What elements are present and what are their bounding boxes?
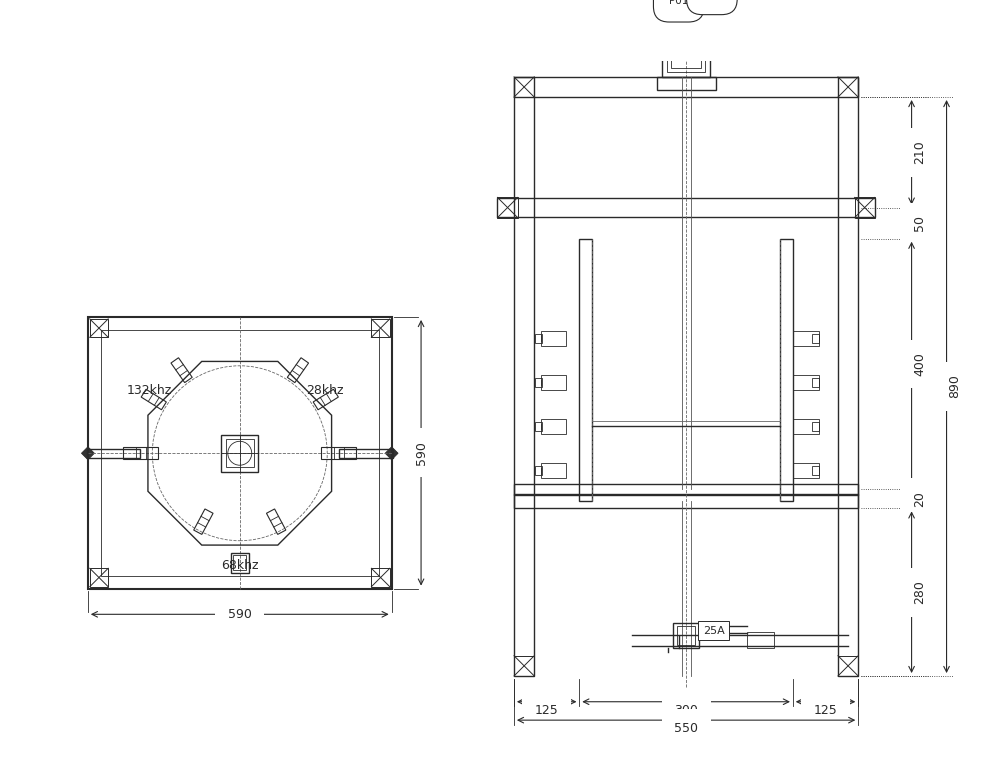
Bar <box>372 568 389 587</box>
Bar <box>673 0 699 31</box>
Bar <box>673 623 699 648</box>
Text: 590: 590 <box>414 441 427 465</box>
Bar <box>812 466 819 475</box>
Bar <box>514 77 534 97</box>
Bar <box>233 555 246 570</box>
Bar <box>535 333 542 343</box>
Bar <box>497 198 874 217</box>
Bar <box>793 331 819 346</box>
Bar <box>793 463 819 478</box>
Bar <box>838 77 859 676</box>
Bar <box>541 419 567 434</box>
Bar <box>226 439 254 467</box>
Polygon shape <box>82 447 95 460</box>
Bar <box>514 484 859 495</box>
Text: 125: 125 <box>814 703 838 717</box>
Bar <box>838 656 859 676</box>
Text: 125: 125 <box>535 703 559 717</box>
Text: 132khz: 132khz <box>126 384 172 397</box>
Bar <box>221 435 258 472</box>
Bar <box>812 422 819 431</box>
Bar <box>514 494 859 508</box>
Bar <box>541 375 567 389</box>
Bar <box>541 331 567 346</box>
Bar <box>535 422 542 431</box>
Bar <box>580 239 593 501</box>
Bar <box>514 77 534 676</box>
Bar <box>677 626 695 644</box>
Text: 590: 590 <box>228 607 252 621</box>
Bar <box>535 466 542 475</box>
Bar <box>88 317 391 588</box>
Bar <box>514 77 859 97</box>
Bar <box>90 319 109 337</box>
Polygon shape <box>385 447 398 460</box>
Bar <box>541 463 567 478</box>
Bar <box>855 197 874 217</box>
Bar <box>812 378 819 387</box>
Bar <box>666 35 705 72</box>
Bar <box>838 77 859 97</box>
Text: 68khz: 68khz <box>221 559 259 572</box>
Text: 25A: 25A <box>702 626 724 636</box>
Bar <box>497 197 518 217</box>
Bar <box>812 333 819 343</box>
Bar <box>340 449 392 458</box>
Text: 890: 890 <box>948 375 961 399</box>
Bar <box>793 375 819 389</box>
Text: 300: 300 <box>674 703 698 717</box>
Text: 28khz: 28khz <box>307 384 344 397</box>
Text: 400: 400 <box>913 352 926 376</box>
Text: P01: P01 <box>669 0 688 6</box>
Text: 550: 550 <box>674 722 698 735</box>
Bar <box>101 330 378 576</box>
Bar <box>780 239 793 501</box>
Bar <box>535 378 542 387</box>
Bar <box>87 449 140 458</box>
Bar <box>90 568 109 587</box>
Bar <box>372 319 389 337</box>
Bar <box>662 31 710 77</box>
Text: 210: 210 <box>913 141 926 164</box>
Text: 20: 20 <box>913 491 926 507</box>
Bar <box>671 40 701 68</box>
Bar <box>656 77 715 90</box>
Bar <box>747 632 775 648</box>
Bar <box>230 553 249 573</box>
Text: 50: 50 <box>913 215 926 231</box>
Bar <box>793 419 819 434</box>
Bar <box>514 656 534 676</box>
Text: 280: 280 <box>913 581 926 604</box>
